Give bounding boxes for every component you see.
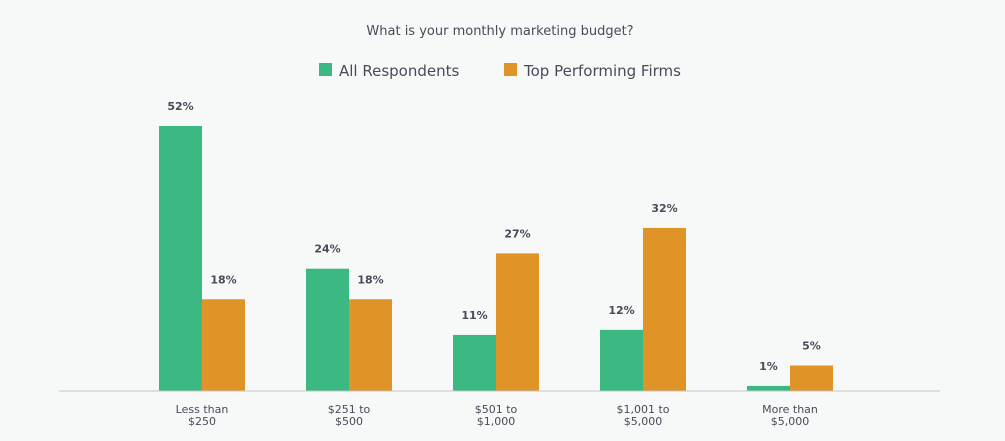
bar-top-performing-firms [496,253,539,391]
bar-all-respondents [747,385,790,391]
category-labels: Less than$250 $251 to$500 $501 to$1,000 $1,… [176,403,818,428]
category-label: Less than [176,403,229,416]
bar-all-respondents [159,126,202,391]
data-label: 32% [651,202,677,215]
category-label: More than [762,403,818,416]
data-label: 5% [802,340,821,353]
legend-swatch-all-respondents [319,63,332,76]
bar-top-performing-firms [202,299,245,391]
chart-title: What is your monthly marketing budget? [366,24,633,39]
category-label: $5,000 [771,415,810,428]
legend: All Respondents Top Performing Firms [319,62,681,80]
data-label: 24% [314,243,340,256]
data-label: 52% [167,100,193,113]
bar-top-performing-firms [790,365,833,391]
category-label: $500 [335,415,363,428]
data-label: 12% [608,304,634,317]
category-label: $1,001 to [616,403,669,416]
category-label: $1,000 [477,415,516,428]
data-label: 27% [504,227,530,240]
category-label: $501 to [475,403,518,416]
bar-all-respondents [600,329,643,391]
data-label: 18% [357,273,383,286]
bar-top-performing-firms [349,299,392,391]
category-label: $251 to [328,403,371,416]
category-label: $250 [188,415,216,428]
data-label: 11% [461,309,487,322]
data-label: 1% [759,360,778,373]
legend-label-top-performing-firms: Top Performing Firms [523,62,681,80]
legend-swatch-top-performing-firms [504,63,517,76]
category-label: $5,000 [624,415,663,428]
bars: 52% 18% 24% 18% 11% 27% 12% 32% 1% 5% [159,100,833,391]
legend-label-all-respondents: All Respondents [339,62,460,80]
bar-all-respondents [306,268,349,391]
bar-all-respondents [453,334,496,391]
data-label: 18% [210,273,236,286]
bar-top-performing-firms [643,227,686,391]
